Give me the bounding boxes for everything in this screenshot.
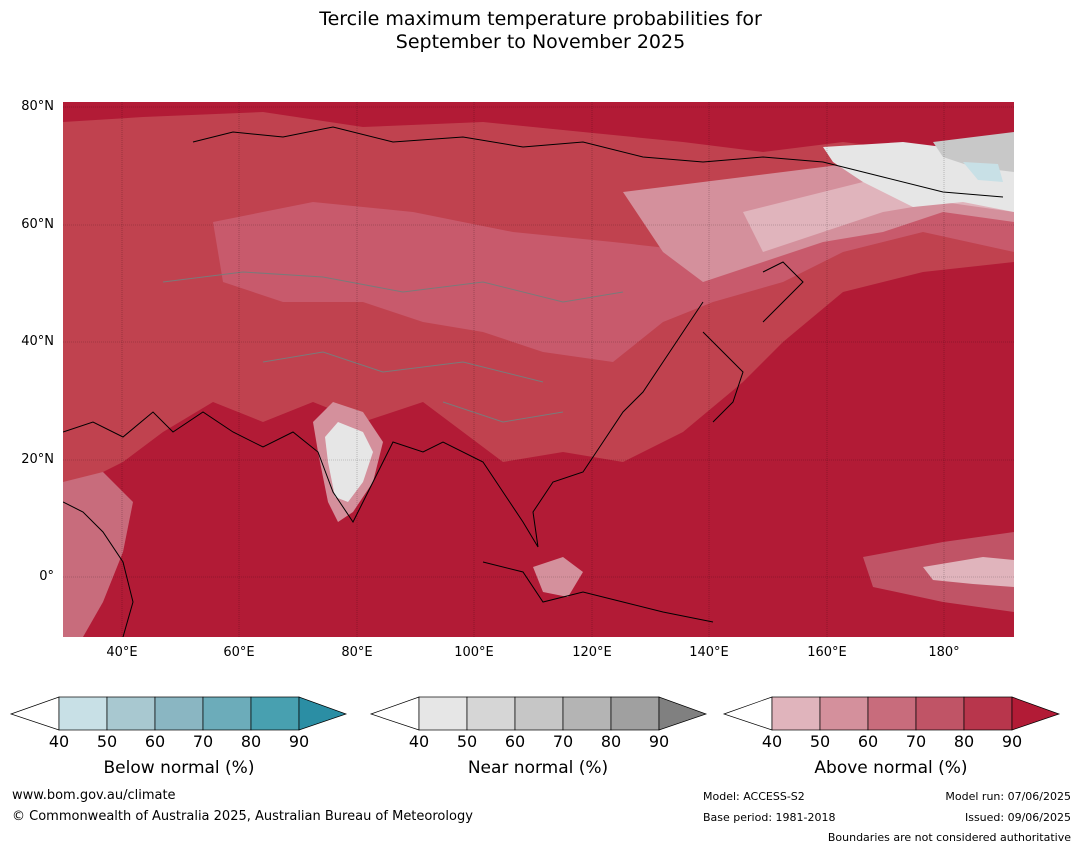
- model-text: Model: ACCESS-S2: [703, 790, 805, 803]
- colorbar-near-swatch-2: [466, 696, 516, 731]
- lon-label-140e: 140°E: [689, 645, 729, 660]
- lat-label-80n: 80°N: [21, 99, 54, 114]
- above-tick-90: 90: [1001, 732, 1023, 751]
- title-line-1: Tercile maximum temperature probabilitie…: [319, 8, 762, 30]
- colorbar-below-swatch-6: [298, 696, 348, 731]
- copyright-text: © Commonwealth of Australia 2025, Austra…: [12, 809, 473, 824]
- lon-label-80e: 80°E: [341, 645, 373, 660]
- near-normal-arctic-core: [933, 132, 1014, 172]
- below-normal-patch: [963, 162, 1003, 182]
- below-normal-label: Below normal (%): [103, 758, 255, 778]
- lon-label-160e: 160°E: [807, 645, 847, 660]
- lon-label-100e: 100°E: [454, 645, 494, 660]
- below-tick-90: 90: [288, 732, 310, 751]
- colorbar-above-swatch-5: [963, 696, 1013, 731]
- colorbar-above-swatch-2: [819, 696, 869, 731]
- above-tick-60: 60: [857, 732, 879, 751]
- colorbar-below-swatch-1: [58, 696, 108, 731]
- below-tick-70: 70: [192, 732, 214, 751]
- lat-label-0: 0°: [39, 569, 54, 584]
- colorbar-below-swatch-4: [202, 696, 252, 731]
- base-period-text: Base period: 1981-2018: [703, 811, 836, 824]
- colorbar-above-swatch-0: [722, 696, 773, 731]
- colorbar-near-swatch-1: [418, 696, 468, 731]
- colorbar-above-swatch-1: [771, 696, 821, 731]
- lat-label-60n: 60°N: [21, 217, 54, 232]
- near-tick-40: 40: [408, 732, 430, 751]
- lat-label-40n: 40°N: [21, 334, 54, 349]
- africa-east-shading: [63, 472, 133, 637]
- india-near-normal-core: [325, 422, 373, 502]
- colorbar-below-swatch-5: [250, 696, 300, 731]
- map-canvas: [63, 102, 1014, 637]
- colorbar-above-swatch-6: [1011, 696, 1061, 731]
- pacific-equatorial-light: [923, 557, 1014, 587]
- website-link[interactable]: www.bom.gov.au/climate: [12, 788, 176, 803]
- near-normal-label: Near normal (%): [467, 758, 609, 778]
- lon-label-180: 180°: [928, 645, 960, 660]
- colorbar-above-swatch-4: [915, 696, 965, 731]
- colorbar-near-swatch-3: [514, 696, 564, 731]
- issued-text: Issued: 09/06/2025: [964, 811, 1071, 824]
- below-tick-40: 40: [48, 732, 70, 751]
- colorbar-below-normal: [9, 696, 348, 731]
- above-tick-40: 40: [761, 732, 783, 751]
- near-tick-90: 90: [648, 732, 670, 751]
- above-normal-label: Above normal (%): [814, 758, 968, 778]
- below-tick-80: 80: [240, 732, 262, 751]
- disclaimer-text: Boundaries are not considered authoritat…: [827, 831, 1071, 844]
- lon-label-40e: 40°E: [106, 645, 138, 660]
- borneo-shading: [533, 557, 583, 597]
- colorbar-above-swatch-3: [867, 696, 917, 731]
- lat-label-20n: 20°N: [21, 452, 54, 467]
- coastlines: [63, 126, 1004, 637]
- near-tick-70: 70: [552, 732, 574, 751]
- colorbar-near-swatch-0: [369, 696, 420, 731]
- lon-label-60e: 60°E: [223, 645, 255, 660]
- near-tick-50: 50: [456, 732, 478, 751]
- above-tick-70: 70: [905, 732, 927, 751]
- below-tick-60: 60: [144, 732, 166, 751]
- colorbar-near-swatch-5: [610, 696, 660, 731]
- title-line-2: September to November 2025: [395, 31, 686, 53]
- near-tick-60: 60: [504, 732, 526, 751]
- colorbar-above-normal: [722, 696, 1061, 731]
- lon-label-120e: 120°E: [572, 645, 612, 660]
- above-tick-80: 80: [953, 732, 975, 751]
- colorbar-below-swatch-3: [154, 696, 204, 731]
- model-run-text: Model run: 07/06/2025: [945, 790, 1071, 803]
- above-tick-50: 50: [809, 732, 831, 751]
- map-title: Tercile maximum temperature probabilitie…: [0, 8, 1081, 54]
- colorbar-near-swatch-4: [562, 696, 612, 731]
- near-tick-80: 80: [600, 732, 622, 751]
- colorbar-near-normal: [369, 696, 708, 731]
- gridlines: [63, 102, 1014, 637]
- colorbar-below-swatch-2: [106, 696, 156, 731]
- colorbar-near-swatch-6: [658, 696, 708, 731]
- colorbar-below-swatch-0: [9, 696, 60, 731]
- country-borders: [162, 271, 624, 423]
- below-tick-50: 50: [96, 732, 118, 751]
- probability-map: [63, 102, 1014, 637]
